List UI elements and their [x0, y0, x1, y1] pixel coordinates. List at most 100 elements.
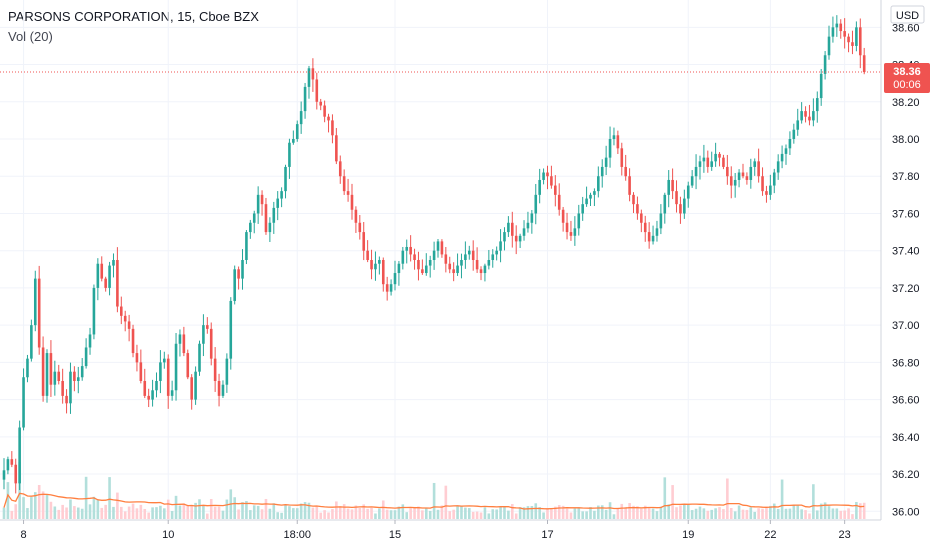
- candle-body: [194, 371, 197, 400]
- volume-bar: [147, 512, 150, 519]
- volume-bar: [108, 477, 111, 519]
- candle-body: [303, 86, 307, 112]
- candle-body: [120, 306, 123, 316]
- time-axis[interactable]: 8 10 18:00 15 17 19 22 23: [0, 519, 881, 541]
- candle-body: [554, 185, 557, 195]
- last-price-label: 38.36 00:06: [884, 63, 930, 94]
- volume-bar: [546, 508, 549, 519]
- candle-body: [436, 241, 440, 251]
- volume-bar: [710, 509, 714, 519]
- volume-bar: [182, 503, 186, 519]
- volume-bar: [303, 502, 307, 519]
- volume-bar: [381, 500, 385, 519]
- volume-bar: [57, 509, 61, 519]
- candle-body: [538, 179, 541, 195]
- candle-body: [346, 191, 350, 195]
- candle-body: [41, 347, 45, 396]
- candle-body: [405, 246, 409, 251]
- candle-body: [432, 250, 436, 260]
- candle-body: [182, 334, 186, 354]
- volume-bar: [213, 506, 217, 519]
- candle-body: [718, 153, 721, 158]
- volume-bar: [432, 482, 436, 519]
- volume-bar: [573, 508, 577, 519]
- volume-bar: [714, 508, 717, 519]
- volume-bar: [292, 508, 295, 519]
- volume-bar: [608, 502, 612, 519]
- volume-bar: [745, 509, 749, 519]
- volume-bar: [788, 508, 792, 519]
- volume-bar: [640, 508, 643, 519]
- candle-body: [202, 325, 205, 344]
- candle-body: [112, 260, 115, 266]
- candle-body: [147, 395, 150, 400]
- candle-body: [448, 263, 452, 270]
- candle-body: [18, 427, 21, 484]
- volume-bar: [342, 504, 346, 519]
- volume-bar: [683, 504, 686, 519]
- candle-body: [30, 325, 33, 359]
- volume-bar: [245, 501, 248, 519]
- volume-bar: [178, 505, 182, 519]
- candle-body: [769, 185, 772, 195]
- volume-bar: [120, 506, 123, 519]
- volume-bar: [616, 507, 620, 519]
- candle-body: [675, 191, 678, 205]
- candle-body: [335, 135, 338, 162]
- candle-body: [245, 232, 248, 260]
- candle-body: [862, 55, 866, 73]
- volume-bar: [467, 508, 471, 519]
- volume-bar: [499, 506, 502, 519]
- volume-bar: [530, 506, 534, 519]
- candle-body: [518, 235, 522, 242]
- volume-bar: [241, 502, 244, 519]
- candle-body: [722, 157, 725, 167]
- candle-body: [393, 273, 397, 285]
- candle-body: [100, 263, 104, 279]
- candle-body: [178, 334, 182, 344]
- candle-body: [417, 260, 420, 270]
- volume-bar: [604, 509, 608, 519]
- volume-bar: [698, 506, 702, 519]
- candle-body: [671, 179, 674, 192]
- candle-body: [835, 23, 839, 28]
- candle-body: [471, 250, 475, 260]
- volume-bar: [315, 506, 319, 519]
- volume-bar: [565, 508, 569, 519]
- grid-lines: [0, 0, 881, 520]
- volume-bar: [554, 506, 557, 519]
- time-tick-label: 8: [20, 529, 26, 541]
- candle-body: [288, 142, 291, 167]
- candle-body: [315, 79, 319, 102]
- volume-bar: [769, 505, 772, 519]
- candle-body: [581, 204, 584, 214]
- volume-bar: [581, 511, 584, 519]
- volume-bar: [127, 506, 131, 519]
- volume-indicator-label[interactable]: Vol (20): [8, 29, 53, 44]
- volume-bar: [225, 499, 229, 519]
- volume-bar: [812, 484, 815, 519]
- volume-bar: [831, 508, 835, 519]
- time-tick-label: 23: [839, 529, 851, 541]
- candle-body: [514, 235, 518, 242]
- candle-body: [327, 116, 330, 121]
- currency-badge[interactable]: USD: [890, 5, 925, 24]
- volume-bar: [358, 507, 362, 519]
- volume-bar: [96, 499, 100, 519]
- candle-body: [198, 343, 201, 372]
- candle-body: [256, 194, 260, 214]
- volume-bar: [6, 482, 10, 519]
- candle-body: [342, 176, 346, 192]
- time-tick-label: 18:00: [283, 529, 311, 541]
- volume-bar: [256, 505, 260, 519]
- volume-bar: [479, 512, 483, 519]
- price-tick-label: 38.20: [892, 97, 920, 109]
- candle-body: [389, 284, 393, 292]
- candle-body: [127, 321, 131, 329]
- price-tick-label: 37.40: [892, 246, 920, 258]
- candle-body: [221, 384, 225, 396]
- volume-bar: [280, 512, 283, 519]
- volume-bar: [784, 508, 788, 519]
- volume-bar: [18, 462, 21, 519]
